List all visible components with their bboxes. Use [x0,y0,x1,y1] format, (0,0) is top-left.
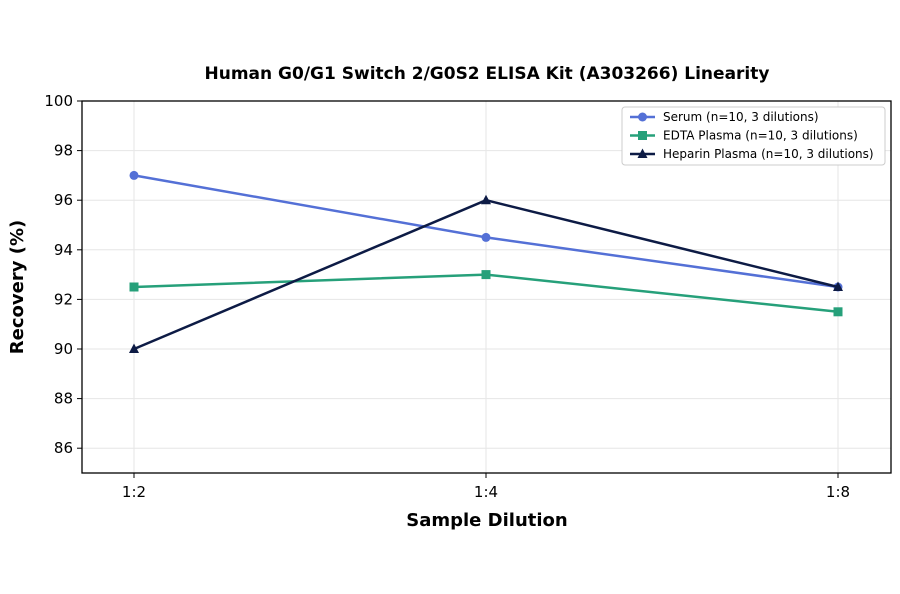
y-axis-label: Recovery (%) [7,220,28,354]
y-tick-label: 92 [54,290,73,308]
legend-marker [638,131,647,140]
x-axis: 1:2 1:4 1:8 [122,473,850,501]
series-group [129,170,843,353]
y-tick-label: 100 [44,92,73,110]
legend-label: Serum (n=10, 3 dilutions) [663,110,819,124]
legend-label: EDTA Plasma (n=10, 3 dilutions) [663,129,858,143]
series-2 [129,270,843,317]
data-point [481,270,491,280]
data-point [129,343,139,353]
data-point [129,170,139,180]
legend-marker [638,112,647,122]
data-point [481,194,491,205]
legend-label: Heparin Plasma (n=10, 3 dilutions) [663,147,874,161]
data-point [833,281,843,291]
y-tick-label: 94 [54,241,73,259]
chart-title: Human G0/G1 Switch 2/G0S2 ELISA Kit (A30… [205,64,770,84]
y-tick-label: 96 [54,191,73,209]
y-tick-label: 90 [54,340,73,358]
y-axis: 86 88 90 92 94 96 98 100 [44,92,82,457]
x-tick-label: 1:4 [474,483,498,501]
legend: Serum (n=10, 3 dilutions) EDTA Plasma (n=… [621,106,886,166]
data-point [833,307,843,317]
legend-box [621,106,886,166]
y-tick-label: 98 [54,142,73,160]
series-3 [129,194,843,353]
x-axis-label: Sample Dilution [406,510,567,531]
x-tick-label: 1:2 [122,483,146,501]
legend-marker [637,148,648,158]
y-tick-label: 88 [54,390,73,408]
y-tick-label: 86 [54,439,73,457]
x-tick-label: 1:8 [826,483,850,501]
data-point [481,232,491,242]
data-point [129,282,139,292]
